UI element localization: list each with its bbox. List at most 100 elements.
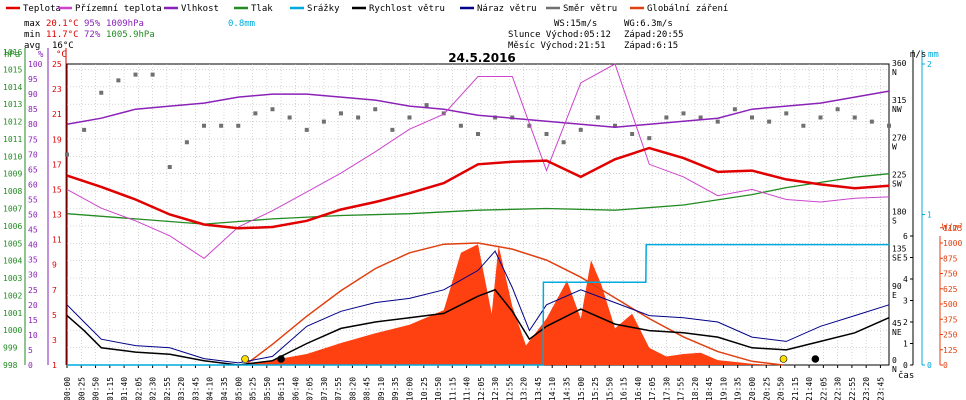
degc-tick-12: 25 [52, 60, 62, 69]
dir-tick-7: 315 [892, 96, 907, 105]
x-tick-label-52: 21:40 [805, 377, 814, 400]
mm-tick-2: 2 [927, 60, 932, 69]
hpa-tick-8: 1006 [3, 222, 22, 231]
unit-wm2: W/m² [942, 223, 964, 233]
dir-label-6: W [892, 142, 897, 151]
hpa-tick-16: 1014 [3, 83, 22, 92]
x-tick-label-25: 10:25 [420, 377, 429, 400]
legend-label-3: Tlak [251, 4, 273, 14]
winddir-point-22 [441, 111, 446, 116]
x-tick-label-54: 22:30 [834, 377, 843, 400]
pct-tick-8: 40 [28, 241, 38, 250]
plot-area: 00:00 00:25 00:50 01:15 01:40 02:05 02:30 02:55… [3, 48, 962, 400]
x-tick-label-48: 20:00 [748, 377, 757, 400]
pct-tick-9: 45 [28, 226, 38, 235]
winddir-point-45 [835, 107, 840, 112]
unit-hpa: hPa [4, 50, 20, 60]
pct-tick-1: 5 [28, 346, 33, 355]
hpa-tick-4: 1002 [3, 291, 22, 300]
winddir-point-31 [595, 115, 600, 120]
winddir-point-24 [476, 132, 480, 136]
x-tick-label-40: 16:40 [634, 377, 643, 400]
x-tick-label-26: 10:50 [434, 377, 443, 400]
degc-tick-11: 23 [52, 85, 62, 94]
legend-label-5: Rychlost větru [369, 4, 445, 14]
x-tick-label-57: 23:45 [876, 377, 885, 400]
pct-tick-17: 85 [28, 105, 38, 114]
pct-tick-11: 55 [28, 195, 38, 204]
x-tick-label-42: 17:30 [662, 377, 671, 400]
series-ground-temp [66, 63, 890, 260]
winddir-point-9 [219, 123, 224, 128]
wm2-tick-8: 1000 [943, 239, 962, 248]
winddir-point-25 [493, 115, 498, 120]
x-tick-label-56: 23:20 [862, 377, 871, 400]
wm2-tick-5: 625 [943, 285, 958, 294]
winddir-point-38 [715, 119, 720, 124]
x-tick-label-37: 15:25 [591, 377, 600, 400]
dir-label-5: SW [892, 179, 902, 188]
x-tick-label-45: 18:45 [705, 377, 714, 400]
hpa-tick-18: 1016 [3, 48, 22, 57]
x-tick-label-13: 05:25 [249, 377, 258, 400]
degc-tick-2: 5 [52, 311, 57, 320]
hpa-tick-15: 1013 [3, 100, 22, 109]
dir-label-8: N [892, 68, 897, 77]
series-radiation-area [67, 244, 889, 365]
winddir-point-1 [82, 127, 87, 132]
series-pressure [66, 173, 890, 225]
winddir-point-5 [150, 72, 155, 77]
pct-tick-3: 15 [28, 316, 38, 325]
stats-avg-temp: 16°C [52, 41, 74, 51]
winddir-point-4 [133, 72, 138, 77]
winddir-point-39 [732, 107, 737, 112]
winddir-point-48 [887, 123, 891, 128]
stats-max-label: max [24, 19, 41, 29]
hpa-tick-2: 1000 [3, 326, 22, 335]
stats-max-temp: 20.1°C [46, 19, 79, 29]
hpa-tick-6: 1004 [3, 257, 22, 266]
winddir-point-8 [202, 123, 206, 128]
degc-tick-7: 15 [52, 185, 62, 194]
series-wind-speed [66, 288, 890, 366]
degc-tick-8: 17 [52, 160, 62, 169]
x-tick-label-5: 02:05 [134, 377, 143, 400]
stats-max-hum: 95% [84, 19, 101, 29]
winddir-point-11 [253, 111, 258, 116]
degc-tick-6: 13 [52, 211, 62, 220]
winddir-point-2 [99, 90, 104, 95]
dir-tick-5: 225 [892, 170, 907, 179]
unit-pct: % [38, 50, 44, 60]
legend-label-7: Směr větru [563, 4, 617, 14]
pct-tick-13: 65 [28, 165, 38, 174]
info-mesic: Měsíc Východ:21:51 [508, 41, 606, 51]
chart-title: 24.5.2016 [448, 51, 516, 65]
x-tick-label-29: 12:05 [477, 377, 486, 400]
degc-tick-3: 7 [52, 286, 57, 295]
x-tick-label-23: 09:35 [391, 377, 400, 400]
x-tick-label-19: 07:55 [334, 377, 343, 400]
ms-tick-6: 6 [903, 232, 908, 241]
info-wg: WG:6.3m/s [624, 19, 673, 29]
x-tick-label-44: 18:20 [691, 377, 700, 400]
winddir-point-30 [578, 127, 583, 132]
hpa-tick-10: 1008 [3, 187, 22, 196]
winddir-point-10 [236, 123, 241, 128]
stats-max-press: 1009hPa [106, 19, 144, 29]
x-tick-label-51: 21:15 [791, 377, 800, 400]
x-tick-label-46: 19:10 [719, 377, 728, 400]
x-tick-label-6: 02:30 [149, 377, 158, 400]
stats-min-press: 1005.9hPa [106, 30, 155, 40]
hpa-tick-14: 1012 [3, 118, 22, 127]
x-tick-label-14: 05:50 [263, 377, 272, 400]
dir-label-7: NW [892, 105, 902, 114]
winddir-point-16 [339, 111, 343, 116]
degc-tick-10: 21 [52, 110, 62, 119]
legend-label-0: Teplota [23, 4, 61, 14]
ms-tick-1: 1 [903, 340, 908, 349]
mm-tick-1: 1 [927, 211, 932, 220]
hpa-tick-11: 1009 [3, 170, 22, 179]
x-tick-label-30: 12:30 [491, 377, 500, 400]
mm-tick-0: 0 [927, 361, 932, 370]
x-tick-label-12: 05:00 [234, 377, 243, 400]
